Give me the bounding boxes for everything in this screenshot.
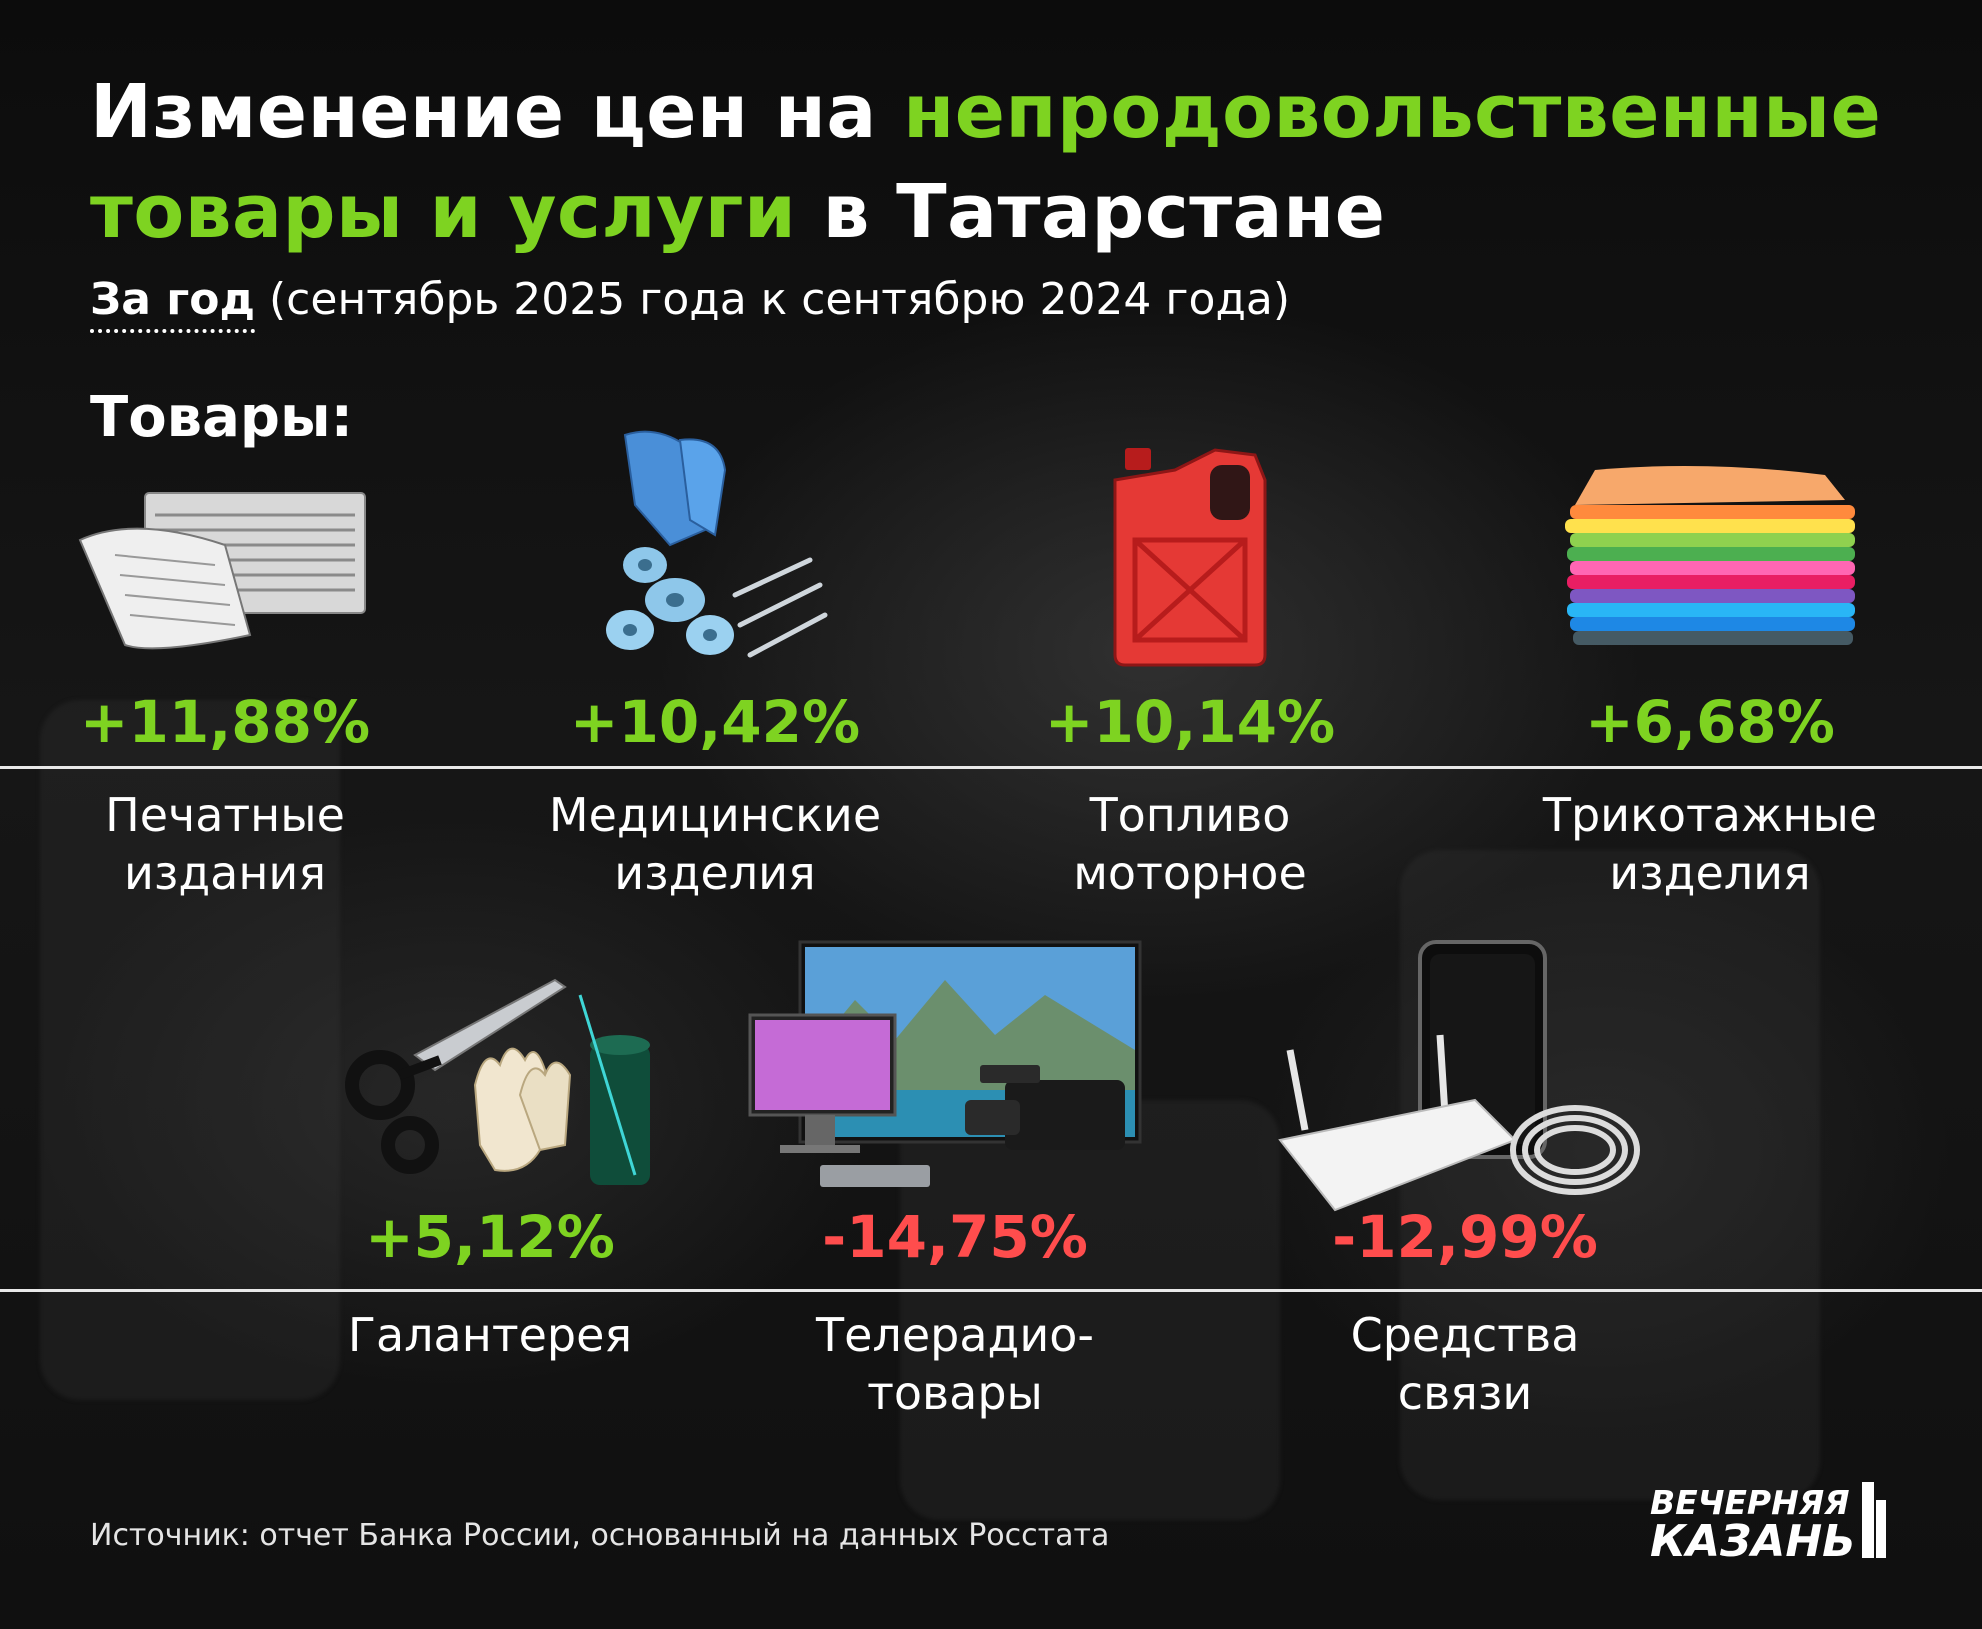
item-label: Телерадио- товары	[715, 1306, 1195, 1422]
item-value: +10,42%	[569, 688, 861, 756]
subtitle-dates: (сентябрь 2025 года к сентябрю 2024 года…	[255, 274, 1290, 325]
title-part-2: непродовольственные	[903, 69, 1882, 155]
folded-clothes-icon	[1565, 466, 1855, 645]
divider-row-1	[0, 766, 1982, 769]
medical-supplies-icon	[606, 430, 828, 658]
background-decor	[40, 700, 340, 1400]
item-label-line-2: издания	[124, 846, 326, 900]
subtitle: За год (сентябрь 2025 года к сентябрю 20…	[90, 272, 1290, 333]
item-label: Трикотажные изделия	[1470, 786, 1950, 902]
fuel-canister-icon	[1113, 448, 1267, 667]
svg-text:КАЗАНЬ: КАЗАНЬ	[1650, 1516, 1856, 1563]
item-value: +5,12%	[365, 1203, 615, 1271]
item-label-line-2: связи	[1397, 1366, 1533, 1420]
phone-router-icon	[1278, 940, 1640, 1212]
item-label-line-2: товары	[867, 1366, 1043, 1420]
item-label: Средства связи	[1225, 1306, 1705, 1422]
background-decor	[900, 1100, 1280, 1520]
item-label-line-1: Печатные	[105, 788, 345, 842]
section-label: Товары:	[90, 385, 354, 450]
logo-icon: ВЕЧЕРНЯЯ КАЗАНЬ	[1650, 1482, 1886, 1567]
divider-row-2	[0, 1289, 1982, 1292]
item-label-line-1: Трикотажные	[1542, 788, 1878, 842]
item-label: Топливо моторное	[950, 786, 1430, 902]
item-value: +6,68%	[1585, 688, 1835, 756]
item-label-line-2: изделия	[1609, 846, 1811, 900]
item-value: +10,14%	[1044, 688, 1336, 756]
title-part-1: Изменение цен на	[90, 69, 904, 155]
item-label-line-1: Галантерея	[347, 1308, 633, 1362]
page-title: Изменение цен на непродовольственные тов…	[90, 62, 1881, 262]
newspaper-icon	[78, 492, 366, 650]
subtitle-period: За год	[90, 274, 256, 333]
item-label-line-1: Телерадио-	[816, 1308, 1094, 1362]
haberdashery-icon	[345, 978, 650, 1185]
item-label: Медицинские изделия	[475, 786, 955, 902]
item-label-line-2: моторное	[1073, 846, 1307, 900]
title-part-4: в Татарстане	[796, 169, 1386, 255]
item-label: Печатные издания	[0, 786, 465, 902]
item-label: Галантерея	[250, 1306, 730, 1364]
svg-text:ВЕЧЕРНЯЯ: ВЕЧЕРНЯЯ	[1650, 1483, 1850, 1522]
item-label-line-1: Топливо	[1089, 788, 1291, 842]
item-value: +11,88%	[79, 688, 371, 756]
publisher-logo: ВЕЧЕРНЯЯ КАЗАНЬ	[1650, 1478, 1890, 1567]
tv-electronics-icon	[748, 940, 1142, 1187]
title-part-3: товары и услуги	[90, 169, 797, 255]
source-note: Источник: отчет Банка России, основанный…	[90, 1518, 1110, 1553]
item-label-line-1: Средства	[1350, 1308, 1580, 1362]
item-value: -12,99%	[1332, 1203, 1598, 1271]
item-value: -14,75%	[822, 1203, 1088, 1271]
item-label-line-2: изделия	[614, 846, 816, 900]
item-label-line-1: Медицинские	[548, 788, 882, 842]
